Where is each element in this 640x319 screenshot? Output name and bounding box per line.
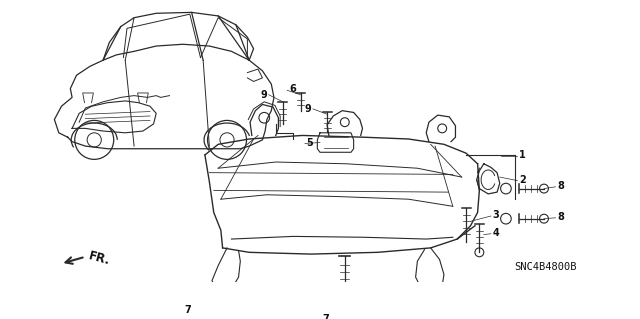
Text: FR.: FR. <box>87 249 112 268</box>
Text: SNC4B4800B: SNC4B4800B <box>515 263 577 272</box>
Text: 9: 9 <box>305 104 311 114</box>
Text: 9: 9 <box>260 90 267 100</box>
Text: 2: 2 <box>519 175 526 185</box>
Text: 6: 6 <box>289 85 296 94</box>
Text: 1: 1 <box>519 150 526 160</box>
Text: 4: 4 <box>493 228 499 238</box>
Text: 8: 8 <box>557 181 564 191</box>
Text: 5: 5 <box>307 137 314 148</box>
Text: 7: 7 <box>322 314 329 319</box>
Text: 7: 7 <box>185 305 191 315</box>
Text: 3: 3 <box>493 210 499 220</box>
Text: 8: 8 <box>557 212 564 222</box>
